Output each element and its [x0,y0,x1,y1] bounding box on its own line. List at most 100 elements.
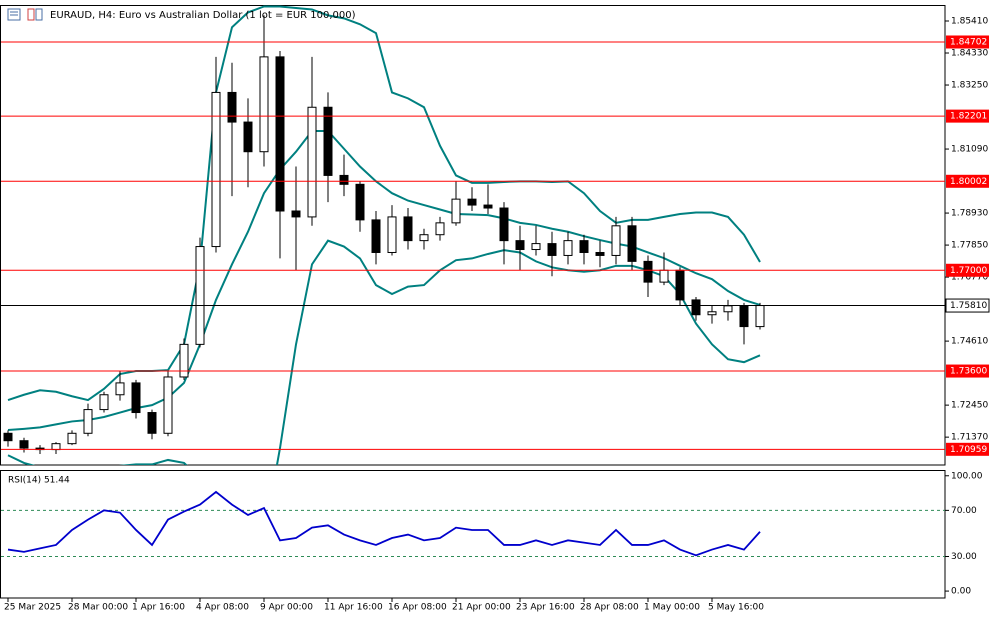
candle-body [147,412,157,434]
candle-body [467,198,477,206]
candle-body [211,91,221,248]
candle-body [755,305,765,328]
candle-body [563,240,573,256]
candle-body [291,210,301,218]
candle-body [435,222,445,236]
icon [27,8,35,21]
current-price-label: 1.75810 [950,301,987,311]
y-tick-label: 100.00 [951,471,983,481]
y-tick-label: 1.81090 [951,145,988,155]
level-label-box [946,442,989,456]
x-tick-label: 16 Apr 08:00 [388,603,447,613]
rsi-title: RSI(14) 51.44 [8,476,70,486]
price-panel [0,5,946,466]
candle-body [371,219,381,253]
y-tick-label: 1.84330 [951,49,988,59]
axes: 1.85410 1.84330 1.83250 1.81090 1.78930 1.778… [4,17,990,613]
icon [35,8,43,21]
y-tick-label: 1.78930 [951,209,988,219]
x-tick-label: 1 May 00:00 [644,603,700,613]
level-label-box [946,263,989,277]
rsi-line [7,490,761,557]
level-label: 1.70959 [950,445,987,455]
candle-body [339,174,349,185]
candle-body [307,106,317,218]
candle-body [163,376,173,434]
candle-body [627,225,637,262]
level-label: 1.73600 [950,367,987,377]
candle-body [67,432,77,445]
x-tick-label: 4 Apr 08:00 [196,603,249,613]
level-label: 1.80002 [950,177,987,187]
candle-body [691,299,701,316]
y-tick-label: 1.74610 [951,337,988,347]
candle-body [323,106,333,176]
level-label: 1.77000 [950,266,987,276]
candle-body [675,269,685,301]
x-tick-label: 28 Apr 08:00 [580,603,639,613]
candle-body [707,311,717,316]
x-tick-label: 21 Apr 00:00 [452,603,511,613]
candle-body [531,243,541,251]
level-label-box [946,109,989,123]
candle-body [227,91,237,123]
candle-body [179,343,189,378]
x-tick-label: 5 May 16:00 [708,603,764,613]
candle-body [387,216,397,253]
candle-body [547,243,557,256]
chart-title: EURAUD, H4: Euro vs Australian Dollar (1… [50,10,356,21]
candle-body [51,443,61,451]
y-tick-label: 30.00 [951,552,977,562]
candle-body [99,394,109,411]
x-tick-label: 25 Mar 2025 [4,603,61,613]
candle-body [723,305,733,313]
candle-body [515,240,525,251]
candle-body [611,225,621,256]
candle-body [579,240,589,253]
y-tick-label: 70.00 [951,506,977,516]
candle-body [403,216,413,242]
candle-body [19,440,29,449]
rsi-panel [0,470,946,599]
level-label-box [946,174,989,188]
candle-body [483,204,493,209]
level-label-box [946,35,989,49]
candle-body [739,305,749,328]
y-tick-label: 1.77850 [951,241,988,251]
candle-body [643,260,653,283]
y-tick-label: 1.83250 [951,81,988,91]
y-tick-label: 0.00 [951,587,971,597]
candle-body [419,234,429,242]
header: EURAUD, H4: Euro vs Australian Dollar (1… [7,8,356,21]
candle-body [131,382,141,414]
level-label: 1.82201 [950,112,987,122]
y-tick-label: 1.85410 [951,17,988,27]
x-tick-label: 1 Apr 16:00 [132,603,185,613]
candle-body [115,382,125,396]
current-price-box [945,298,990,313]
candle-body [355,183,365,221]
level-label-box [946,364,989,378]
price-plot [1,5,945,465]
x-tick-label: 28 Mar 00:00 [68,603,128,613]
candle-body [275,56,285,212]
x-tick-label: 9 Apr 00:00 [260,603,313,613]
x-tick-label: 11 Apr 16:00 [324,603,383,613]
y-tick-label: 1.72450 [951,401,988,411]
candle-body [499,207,509,242]
candle-body [451,198,461,224]
x-tick-label: 23 Apr 16:00 [516,603,575,613]
rsi-plot [1,490,945,557]
candle-body [83,409,93,434]
candle-body [595,251,605,256]
y-tick-label: 1.76770 [951,273,988,283]
bollinger-band [7,239,761,465]
candle-body [259,56,269,153]
candle-body [243,121,253,153]
candle-body [659,269,669,283]
level-label: 1.84702 [950,37,987,47]
candle-body [195,246,205,345]
y-tick-label: 1.71370 [951,433,988,443]
